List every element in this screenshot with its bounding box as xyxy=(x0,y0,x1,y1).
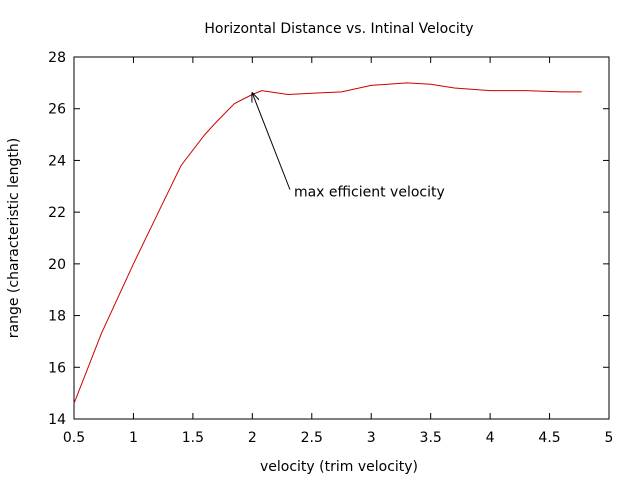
y-tick-label: 22 xyxy=(48,205,66,221)
y-axis-label: range (characteristic length) xyxy=(6,138,22,338)
x-tick-label: 2.5 xyxy=(301,430,323,446)
y-tick-label: 18 xyxy=(48,309,66,325)
series-line xyxy=(73,82,582,404)
axis-ticks: 0.5 1 1.5 2 2.5 3 3.5 4 4.5 5 14 16 18 20 22 24 26 28 xyxy=(48,50,613,446)
y-tick-label: 24 xyxy=(48,153,66,169)
x-tick-label: 4.5 xyxy=(538,430,560,446)
x-tick-label: 1.5 xyxy=(182,430,204,446)
x-tick-label: 5 xyxy=(605,430,614,446)
x-tick-label: 0.5 xyxy=(63,430,85,446)
y-tick-label: 16 xyxy=(48,360,66,376)
plot-frame xyxy=(73,56,610,420)
chart-title: Horizontal Distance vs. Intinal Velocity xyxy=(204,21,473,37)
x-tick-label: 1 xyxy=(129,430,138,446)
series-group xyxy=(73,82,582,404)
x-tick-label: 3.5 xyxy=(420,430,442,446)
y-tick-label: 20 xyxy=(48,257,66,273)
annotation-group: max efficient velocity xyxy=(252,93,445,201)
y-tick-label: 28 xyxy=(48,50,66,66)
x-tick-label: 3 xyxy=(367,430,376,446)
annotation-arrow xyxy=(252,93,291,190)
annotation-label: max efficient velocity xyxy=(294,185,445,201)
x-axis-label: velocity (trim velocity) xyxy=(260,459,418,475)
x-tick-label: 4 xyxy=(486,430,495,446)
x-tick-label: 2 xyxy=(248,430,257,446)
y-tick-label: 26 xyxy=(48,102,66,118)
y-tick-label: 14 xyxy=(48,412,66,428)
